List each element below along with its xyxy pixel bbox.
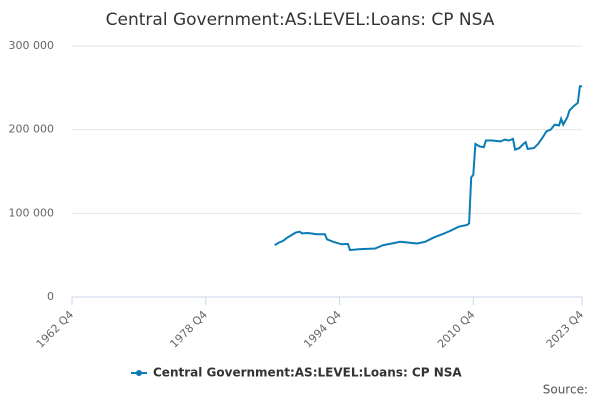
x-tick-label: 1994 Q4	[301, 308, 344, 351]
legend-label: Central Government:AS:LEVEL:Loans: CP NS…	[153, 366, 462, 380]
source: Source:	[543, 383, 588, 397]
y-tick-label: 300 000	[9, 39, 55, 52]
legend-marker	[136, 370, 142, 376]
x-tick-label: 1978 Q4	[167, 308, 210, 351]
x-tick-label: 2010 Q4	[435, 308, 478, 351]
y-tick-label: 200 000	[9, 123, 55, 136]
data-line	[274, 85, 582, 252]
x-tick-label: 2023 Q4	[544, 308, 587, 351]
y-tick-label: 100 000	[9, 206, 55, 219]
y-tick-label: 0	[47, 290, 54, 303]
x-tick-label: 1962 Q4	[34, 308, 77, 351]
chart-title: Central Government:AS:LEVEL:Loans: CP NS…	[106, 10, 495, 30]
